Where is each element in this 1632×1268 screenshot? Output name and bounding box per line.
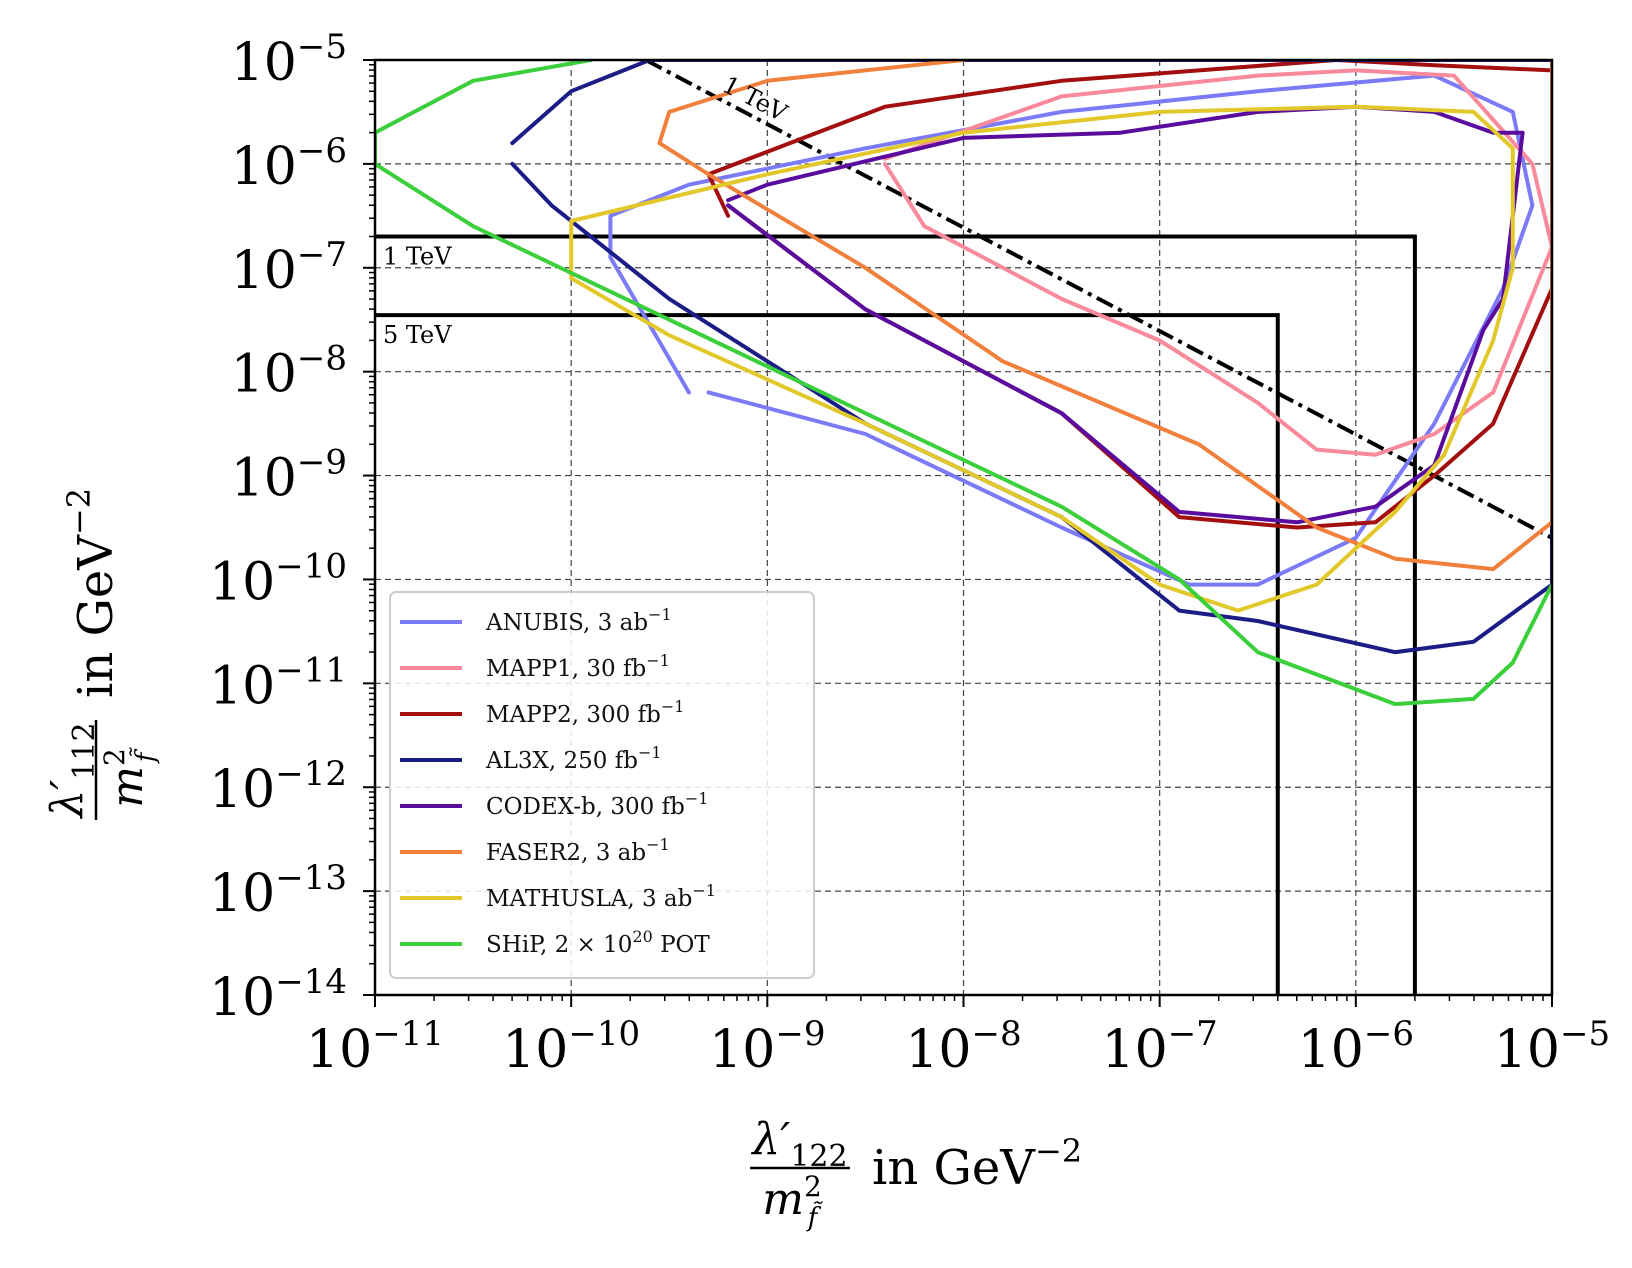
x-axis-title-denominator: m2 f̃ — [762, 1170, 824, 1233]
y-tick-label: 10−8 — [231, 339, 347, 405]
legend-box — [389, 591, 815, 979]
y-tick-label: 10−13 — [209, 858, 347, 924]
x-tick-label: 10−7 — [1102, 1014, 1218, 1080]
series-line-al3x — [510, 60, 1552, 655]
x-tick-label: 10−11 — [306, 1014, 444, 1080]
x-tick-label: 10−6 — [1298, 1014, 1414, 1080]
grid-lines — [375, 60, 1552, 995]
tick-labels: 10−11 10−10 10−9 10−8 10−7 10−6 10−5 10−14 10−13… — [209, 27, 1610, 1080]
x-axis-title-numerator: λ′122 — [750, 1114, 847, 1174]
legend-entry: SHiP, 2 × 1020 POT — [486, 927, 710, 958]
y-tick-label: 10−12 — [209, 754, 347, 820]
y-tick-label: 10−9 — [231, 443, 347, 509]
x-axis-title-unit: in GeV−2 — [872, 1132, 1082, 1196]
legend-entry: MAPP2, 300 fb−1 — [486, 697, 684, 728]
reference-box-0 — [375, 234, 1417, 995]
legend-entry: ANUBIS, 3 ab−1 — [485, 605, 672, 636]
reference-label-1: 5 TeV — [383, 321, 452, 349]
reference-label-0: 1 TeV — [383, 243, 452, 271]
contour-series — [375, 60, 1552, 707]
legend-entry: AL3X, 250 fb−1 — [485, 743, 662, 774]
series-line-mathusla — [569, 104, 1515, 613]
y-tick-label: 10−7 — [231, 235, 347, 301]
y-axis-title-numerator: λ′112 — [42, 722, 102, 819]
y-tick-label: 10−6 — [231, 131, 347, 197]
y-tick-label: 10−11 — [209, 650, 347, 716]
series-line-mapp2 — [706, 60, 1552, 530]
y-tick-label: 10−14 — [209, 962, 347, 1028]
reference-box-1 — [375, 313, 1280, 995]
axis-ticks — [363, 59, 1553, 1007]
legend-entry: MATHUSLA, 3 ab−1 — [486, 881, 716, 912]
x-tick-label: 10−9 — [709, 1014, 825, 1080]
legend-entry: FASER2, 3 ab−1 — [486, 835, 670, 866]
legend-entry: CODEX-b, 300 fb−1 — [486, 789, 708, 820]
x-tick-label: 10−5 — [1494, 1014, 1610, 1080]
series-line-anubis — [608, 73, 1535, 587]
y-axis-title-unit: in GeV−2 — [60, 488, 124, 698]
y-tick-label: 10−10 — [209, 546, 347, 612]
y-tick-label: 10−5 — [231, 27, 347, 93]
legend-entry: MAPP1, 30 fb−1 — [486, 651, 670, 682]
series-line-ship — [375, 60, 1552, 707]
series-line-faser2 — [657, 60, 1552, 572]
x-tick-label: 10−8 — [905, 1014, 1021, 1080]
y-axis-title-denominator: m2f̃ — [98, 746, 161, 808]
x-tick-label: 10−10 — [502, 1014, 640, 1080]
legend: ANUBIS, 3 ab−1 MAPP1, 30 fb−1 MAPP2, 300 f… — [389, 591, 815, 979]
